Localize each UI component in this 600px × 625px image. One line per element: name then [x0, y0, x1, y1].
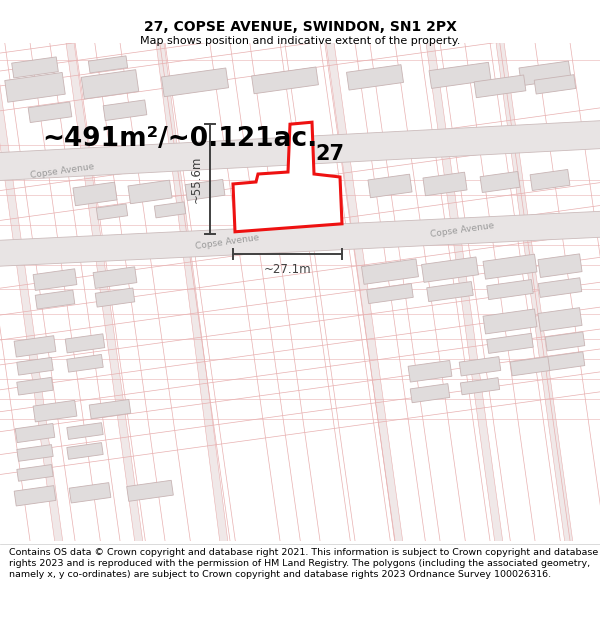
- Polygon shape: [33, 269, 77, 291]
- Polygon shape: [17, 378, 53, 395]
- Polygon shape: [347, 64, 403, 90]
- Polygon shape: [95, 288, 135, 307]
- Polygon shape: [67, 442, 103, 459]
- Polygon shape: [11, 57, 58, 78]
- Text: Map shows position and indicative extent of the property.: Map shows position and indicative extent…: [140, 36, 460, 46]
- Text: ~55.6m: ~55.6m: [190, 155, 203, 202]
- Polygon shape: [93, 267, 137, 288]
- Polygon shape: [408, 361, 452, 382]
- Polygon shape: [460, 378, 500, 395]
- Polygon shape: [185, 179, 225, 201]
- Text: Copse Avenue: Copse Avenue: [430, 221, 495, 239]
- Polygon shape: [538, 278, 582, 298]
- Polygon shape: [423, 172, 467, 196]
- Polygon shape: [156, 42, 229, 551]
- Polygon shape: [14, 486, 56, 506]
- Polygon shape: [519, 61, 571, 86]
- Polygon shape: [103, 100, 147, 121]
- Text: Copse Avenue: Copse Avenue: [30, 162, 95, 180]
- Polygon shape: [97, 204, 128, 220]
- Polygon shape: [487, 333, 533, 353]
- Polygon shape: [81, 69, 139, 99]
- Polygon shape: [66, 42, 144, 551]
- Polygon shape: [538, 308, 582, 331]
- Polygon shape: [326, 42, 404, 551]
- Polygon shape: [483, 309, 537, 334]
- Polygon shape: [483, 254, 537, 279]
- Polygon shape: [422, 257, 478, 282]
- Polygon shape: [73, 182, 117, 206]
- Polygon shape: [0, 42, 64, 551]
- Polygon shape: [128, 180, 172, 204]
- Text: ~491m²/~0.121ac.: ~491m²/~0.121ac.: [42, 126, 317, 152]
- Polygon shape: [0, 120, 600, 181]
- Polygon shape: [67, 354, 103, 372]
- Text: ~27.1m: ~27.1m: [263, 263, 311, 276]
- Polygon shape: [362, 259, 418, 284]
- Polygon shape: [530, 169, 570, 191]
- Polygon shape: [545, 352, 585, 371]
- Polygon shape: [410, 384, 450, 402]
- Polygon shape: [480, 171, 520, 192]
- Polygon shape: [69, 482, 111, 503]
- Text: Copse Avenue: Copse Avenue: [195, 233, 260, 251]
- Polygon shape: [14, 336, 56, 357]
- Polygon shape: [426, 42, 504, 551]
- Polygon shape: [161, 68, 229, 97]
- Polygon shape: [474, 75, 526, 98]
- Polygon shape: [17, 464, 53, 481]
- Polygon shape: [33, 400, 77, 422]
- Polygon shape: [17, 357, 53, 375]
- Polygon shape: [367, 284, 413, 304]
- Polygon shape: [67, 422, 103, 439]
- Polygon shape: [65, 334, 105, 353]
- Polygon shape: [429, 62, 491, 88]
- Text: 27, COPSE AVENUE, SWINDON, SN1 2PX: 27, COPSE AVENUE, SWINDON, SN1 2PX: [143, 20, 457, 34]
- Polygon shape: [35, 290, 75, 309]
- Polygon shape: [154, 202, 185, 218]
- Polygon shape: [127, 480, 173, 501]
- Polygon shape: [487, 279, 533, 299]
- Polygon shape: [427, 281, 473, 302]
- Polygon shape: [496, 42, 574, 551]
- Text: 27: 27: [316, 144, 344, 164]
- Polygon shape: [459, 357, 501, 376]
- Polygon shape: [17, 444, 53, 461]
- Polygon shape: [88, 56, 128, 73]
- Polygon shape: [233, 122, 342, 232]
- Polygon shape: [28, 102, 72, 122]
- Polygon shape: [534, 74, 576, 94]
- Polygon shape: [15, 424, 55, 442]
- Polygon shape: [368, 174, 412, 198]
- Polygon shape: [5, 72, 65, 102]
- Polygon shape: [510, 357, 550, 376]
- Text: Contains OS data © Crown copyright and database right 2021. This information is : Contains OS data © Crown copyright and d…: [9, 548, 598, 579]
- Polygon shape: [89, 399, 131, 419]
- Polygon shape: [251, 67, 319, 94]
- Polygon shape: [0, 211, 600, 267]
- Polygon shape: [545, 332, 585, 351]
- Polygon shape: [538, 254, 582, 278]
